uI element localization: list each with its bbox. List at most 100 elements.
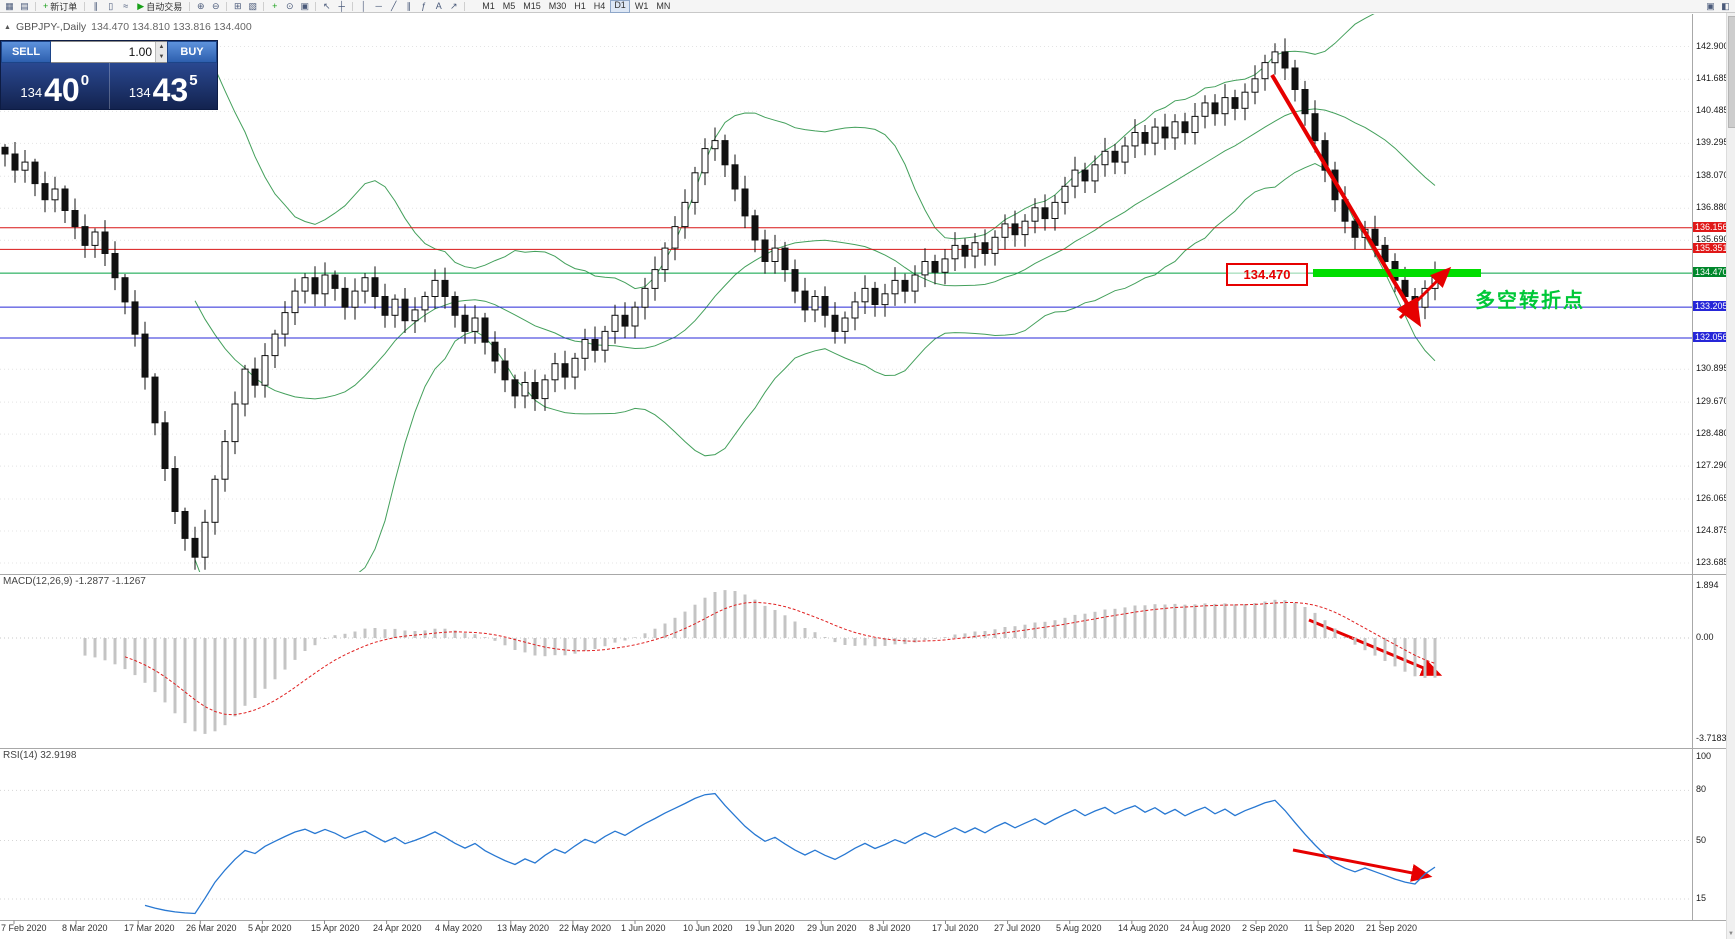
auto-trading-button[interactable]: ▶ 自动交易 <box>134 0 185 12</box>
horizontal-line-icon[interactable]: ─ <box>372 0 385 12</box>
rsi-indicator-label: RSI(14) 32.9198 <box>3 750 77 761</box>
candlestick-chart-icon-glyph: ▯ <box>108 1 114 11</box>
one-click-trading-panel: SELL 1.00 ▲ ▼ BUY 134 40 0 134 43 5 <box>0 40 218 110</box>
vertical-line-icon[interactable]: │ <box>357 0 370 12</box>
zoom-out-icon[interactable]: ⊖ <box>209 0 222 12</box>
channel-icon-glyph: ∥ <box>406 1 411 11</box>
trendline-icon-glyph: ╱ <box>391 1 397 11</box>
timeframe-mn[interactable]: MN <box>656 0 671 11</box>
candlestick-chart-icon[interactable]: ▯ <box>104 0 117 12</box>
fibonacci-icon-glyph: ƒ <box>421 1 427 11</box>
channel-icon[interactable]: ∥ <box>402 0 415 12</box>
toolbar-separator <box>464 1 466 11</box>
timeframe-w1[interactable]: W1 <box>634 0 649 11</box>
templates-icon[interactable]: ▣ <box>298 0 311 12</box>
cascade-windows-icon[interactable]: ▧ <box>246 0 259 12</box>
downtrend-arrow-main[interactable] <box>1270 73 1422 328</box>
date-axis-label: 29 Jun 2020 <box>807 923 857 933</box>
zoom-out-icon-glyph: ⊖ <box>211 1 220 11</box>
date-axis-label: 17 Mar 2020 <box>124 923 175 933</box>
pivot-highlight-line[interactable] <box>1313 269 1481 277</box>
sell-button[interactable]: SELL <box>1 41 51 63</box>
profiles-icon-glyph: ▤ <box>20 1 29 11</box>
bar-chart-icon[interactable]: ∥ <box>89 0 102 12</box>
panel-separators <box>0 14 1726 921</box>
timeframe-m5[interactable]: M5 <box>502 0 516 11</box>
buy-price-display: 134 43 5 <box>110 63 218 109</box>
timeframe-h4[interactable]: H4 <box>593 0 606 11</box>
scroll-down-arrow[interactable]: ▼ <box>1728 931 1734 937</box>
timeframe-m30[interactable]: M30 <box>548 0 567 11</box>
tile-windows-icon-glyph: ⊞ <box>233 1 242 11</box>
volume-input[interactable]: 1.00 ▲ ▼ <box>51 41 167 63</box>
timeframe-d1[interactable]: D1 <box>610 0 630 13</box>
toolbar-separator <box>263 1 265 11</box>
downtrend-arrow-rsi[interactable] <box>1292 848 1433 882</box>
new-order-button[interactable]: + 新订单 <box>40 0 80 12</box>
timeframe-m15[interactable]: M15 <box>523 0 541 11</box>
text-label-icon[interactable]: A <box>432 0 445 12</box>
trendline-icon[interactable]: ╱ <box>387 0 400 12</box>
volume-up-button[interactable]: ▲ <box>156 42 167 52</box>
buy-price-prefix: 134 <box>128 85 151 100</box>
date-axis-label: 13 May 2020 <box>497 923 550 933</box>
timeframe-h1[interactable]: H1 <box>574 0 586 11</box>
toolbar-separator <box>35 1 36 11</box>
symbol-direction-icon: ▲ <box>4 23 11 31</box>
arrow-object-icon-glyph: ↗ <box>449 1 458 11</box>
auto-trading-button-label: 自动交易 <box>146 1 183 12</box>
date-axis-label: 14 Aug 2020 <box>1118 923 1169 933</box>
vertical-scrollbar[interactable]: ▲ ▼ <box>1726 0 1735 939</box>
zoom-in-icon[interactable]: ⊕ <box>194 0 207 12</box>
indicators-icon-glyph: + <box>272 1 278 11</box>
horizontal-line-icon-glyph: ─ <box>375 1 382 11</box>
buy-button[interactable]: BUY <box>167 41 217 63</box>
profiles-icon[interactable]: ▤ <box>18 0 31 12</box>
time-axis[interactable]: 7 Feb 2020 8 Mar 2020 17 Mar 2020 26 Mar 20… <box>0 921 1692 938</box>
volume-value[interactable]: 1.00 <box>128 45 152 59</box>
volume-down-button[interactable]: ▼ <box>156 52 167 62</box>
toolbar-separator <box>352 1 354 11</box>
crosshair-icon-glyph: ┼ <box>338 1 345 11</box>
chart-shift-icon[interactable]: ▣ <box>1706 1 1715 11</box>
price-callout[interactable]: 134.470 <box>1226 263 1308 286</box>
cascade-windows-icon-glyph: ▧ <box>248 1 257 11</box>
date-axis-label: 1 Jun 2020 <box>621 923 666 933</box>
periods-icon[interactable]: ⊙ <box>283 0 296 12</box>
arrow-object-icon[interactable]: ↗ <box>447 0 460 12</box>
toolbar-separator <box>226 1 228 11</box>
chart-ohlc-header: ▲ GBPJPY-,Daily 134.470 134.810 133.816 … <box>4 21 252 33</box>
tile-windows-icon[interactable]: ⊞ <box>231 0 244 12</box>
date-axis-label: 21 Sep 2020 <box>1366 923 1418 933</box>
date-axis-label: 8 Jul 2020 <box>869 923 911 933</box>
cursor-icon[interactable]: ↖ <box>320 0 333 12</box>
crosshair-icon[interactable]: ┼ <box>335 0 348 12</box>
line-chart-icon[interactable]: ≈ <box>119 0 132 12</box>
ohlc-values: 134.470 134.810 133.816 134.400 <box>91 21 252 33</box>
new-chart-icon[interactable]: ▦ <box>3 0 16 12</box>
date-axis-label: 26 Mar 2020 <box>186 923 237 933</box>
chart-autoscroll-icon[interactable]: ◧ <box>1721 1 1730 11</box>
sell-price-big: 40 <box>44 72 80 108</box>
timeframe-m1[interactable]: M1 <box>482 0 495 11</box>
date-axis-label: 15 Apr 2020 <box>311 923 360 933</box>
date-axis-label: 10 Jun 2020 <box>683 923 733 933</box>
toolbar-separator <box>189 1 191 11</box>
indicators-icon[interactable]: + <box>268 0 281 12</box>
toolbar-separator <box>84 1 86 11</box>
macd-indicator-label: MACD(12,26,9) -1.2877 -1.1267 <box>3 576 146 587</box>
date-axis-label: 27 Jul 2020 <box>994 923 1041 933</box>
fibonacci-icon[interactable]: ƒ <box>417 0 430 12</box>
new-order-button-label: 新订单 <box>50 1 78 12</box>
scrollbar-thumb[interactable] <box>1728 16 1735 128</box>
turning-point-label[interactable]: 多空转折点 <box>1475 290 1585 312</box>
bounce-arrow-main[interactable] <box>1398 266 1452 320</box>
price-gridlines <box>0 46 1692 564</box>
date-axis-label: 22 May 2020 <box>559 923 612 933</box>
periods-icon-glyph: ⊙ <box>285 1 294 11</box>
text-label-icon-glyph: A <box>435 1 442 11</box>
date-axis-label: 11 Sep 2020 <box>1304 923 1355 933</box>
candles <box>1 38 1439 570</box>
